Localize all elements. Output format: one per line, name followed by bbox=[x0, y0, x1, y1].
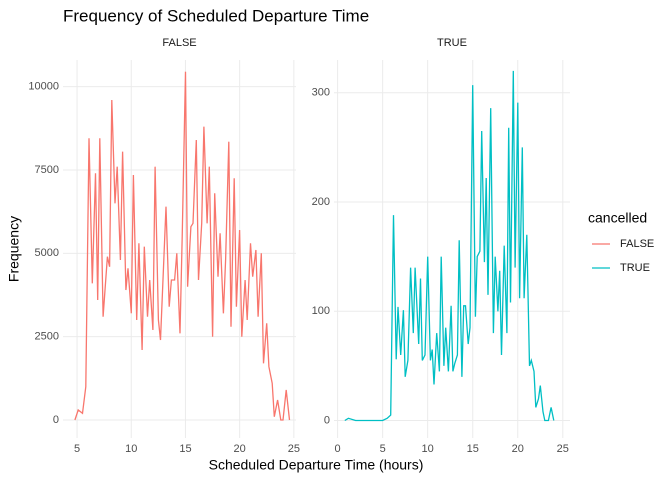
data-line bbox=[74, 71, 291, 421]
y-tick-label: 100 bbox=[312, 305, 330, 317]
facet-strip-label: TRUE bbox=[437, 37, 467, 49]
y-tick-label: 200 bbox=[312, 196, 330, 208]
x-tick-label: 5 bbox=[74, 443, 80, 455]
x-tick-label: 25 bbox=[288, 443, 300, 455]
y-tick-label: 7500 bbox=[35, 164, 59, 176]
y-tick-label: 10000 bbox=[28, 81, 59, 93]
y-tick-label: 5000 bbox=[35, 247, 59, 259]
y-tick-label: 0 bbox=[53, 414, 59, 426]
x-tick-label: 0 bbox=[335, 443, 341, 455]
x-tick-label: 5 bbox=[380, 443, 386, 455]
x-axis-label: Scheduled Departure Time (hours) bbox=[209, 457, 424, 473]
legend-title: cancelled bbox=[588, 210, 647, 226]
x-tick-label: 25 bbox=[557, 443, 569, 455]
legend-label: FALSE bbox=[620, 238, 654, 250]
facet-strip-label: FALSE bbox=[162, 37, 196, 49]
data-line bbox=[344, 70, 555, 422]
y-tick-label: 300 bbox=[312, 87, 330, 99]
x-tick-label: 20 bbox=[512, 443, 524, 455]
x-tick-label: 10 bbox=[422, 443, 434, 455]
x-tick-label: 15 bbox=[179, 443, 191, 455]
legend-label: TRUE bbox=[620, 262, 650, 274]
y-axis-label: Frequency bbox=[6, 216, 22, 282]
y-tick-label: 0 bbox=[324, 414, 330, 426]
chart-title: Frequency of Scheduled Departure Time bbox=[63, 6, 369, 25]
x-tick-label: 20 bbox=[234, 443, 246, 455]
x-tick-label: 15 bbox=[467, 443, 479, 455]
x-tick-label: 10 bbox=[125, 443, 137, 455]
y-tick-label: 2500 bbox=[35, 331, 59, 343]
